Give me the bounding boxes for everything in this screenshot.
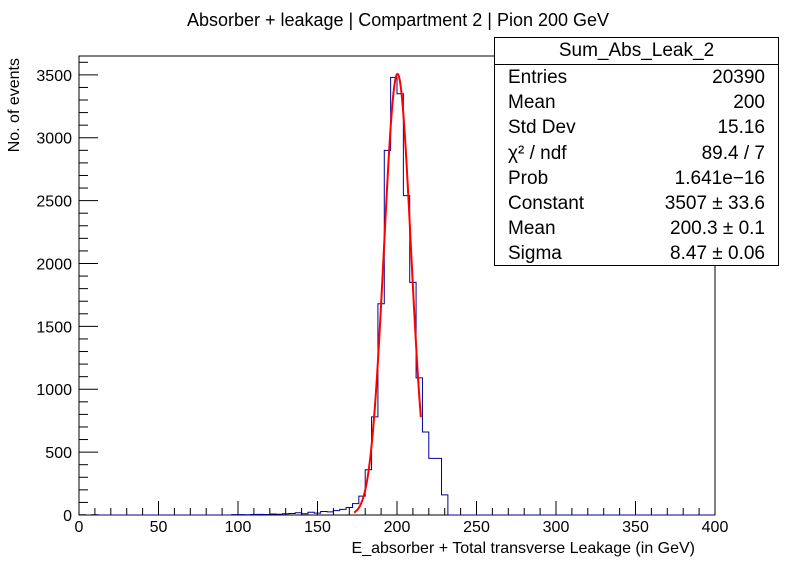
y-tick-label: 1000 — [36, 382, 72, 399]
fit-layer — [353, 72, 422, 514]
stats-row: Std Dev 15.16 — [495, 115, 778, 140]
histogram-bin — [429, 458, 435, 515]
stats-label: Sigma — [508, 243, 562, 265]
stats-row: Mean 200 — [495, 90, 778, 115]
stats-value: 200.3 ± 0.1 — [670, 218, 765, 240]
x-tick-label: 50 — [150, 519, 168, 536]
y-tick-label: 500 — [45, 445, 72, 462]
stats-value: 200 — [733, 92, 765, 114]
histogram-bin — [397, 94, 403, 515]
axis-layer: 0 50 100 150 200 250 300 350 400 0 500 1000 1500 2000… — [36, 61, 729, 536]
stats-label: Constant — [508, 192, 585, 214]
y-tick-label: 2500 — [36, 194, 72, 211]
chart-title: Absorber + leakage | Compartment 2 | Pio… — [186, 10, 610, 30]
histogram-bin — [435, 458, 441, 515]
stats-value: 3507 ± 33.6 — [664, 192, 765, 214]
stats-value: 89.4 / 7 — [701, 142, 765, 164]
y-axis-label: No. of events — [6, 58, 23, 152]
histogram-outline — [78, 76, 715, 516]
histogram-bin — [422, 432, 428, 515]
stats-label: Prob — [508, 167, 549, 189]
stats-label: Mean — [508, 92, 556, 114]
stats-label: Mean — [508, 218, 556, 240]
x-axis-label: E_absorber + Total transverse Leakage (i… — [352, 540, 695, 557]
y-tick-label: 2000 — [36, 256, 72, 273]
y-tick-label: 1500 — [36, 319, 72, 336]
stats-row: Entries 20390 — [495, 65, 778, 90]
y-tick-label: 3000 — [36, 131, 72, 148]
stats-box-name: Sum_Abs_Leak_2 — [495, 38, 778, 65]
x-tick-label: 400 — [702, 519, 729, 536]
stats-row: Prob 1.641e−16 — [495, 166, 778, 191]
histogram-bin — [321, 511, 327, 515]
x-tick-label: 350 — [622, 519, 649, 536]
x-tick-label: 150 — [304, 519, 331, 536]
gaussian-fit-curve — [353, 72, 422, 514]
x-tick-label: 250 — [463, 519, 490, 536]
stats-value: 20390 — [712, 67, 765, 88]
stats-label: χ² / ndf — [508, 142, 567, 164]
stats-row: χ² / ndf 89.4 / 7 — [495, 141, 778, 166]
stats-label: Entries — [508, 67, 568, 88]
stats-row: Constant 3507 ± 33.6 — [495, 191, 778, 216]
stats-value: 8.47 ± 0.06 — [670, 243, 765, 265]
histogram-bin — [340, 509, 346, 515]
histogram-bin — [391, 77, 397, 515]
stats-label: Std Dev — [508, 117, 576, 139]
stats-rows: Entries 20390 Mean 200 Std Dev 15.16 χ² / n… — [495, 65, 778, 267]
x-tick-label: 300 — [543, 519, 570, 536]
stats-box: Sum_Abs_Leak_2 Entries 20390 Mean 200 Std … — [494, 37, 779, 266]
x-tick-label: 100 — [225, 519, 252, 536]
y-tick-label: 3500 — [36, 68, 72, 85]
histogram-bin — [403, 196, 409, 515]
stats-row: Mean 200.3 ± 0.1 — [495, 216, 778, 241]
x-tick-label: 200 — [384, 519, 411, 536]
y-tick-label: 0 — [63, 508, 72, 525]
x-tick-label: 0 — [75, 519, 84, 536]
histogram-layer — [78, 76, 715, 516]
stats-value: 1.641e−16 — [674, 167, 765, 189]
stats-row: Sigma 8.47 ± 0.06 — [495, 241, 778, 266]
stats-value: 15.16 — [717, 117, 765, 139]
histogram-bin — [333, 511, 339, 515]
